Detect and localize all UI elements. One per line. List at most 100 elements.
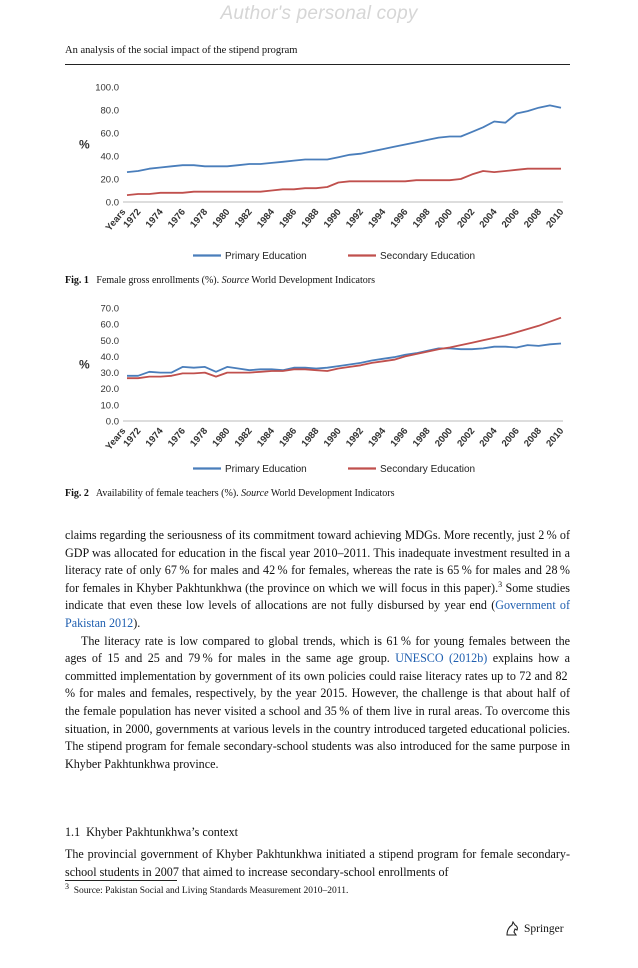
- paragraph-2-text-2: explains how a committed implementation …: [65, 651, 570, 771]
- citation-link[interactable]: Government of Pakistan 2012: [65, 598, 570, 630]
- x-tick-label: 1976: [166, 207, 188, 230]
- x-tick-label: 1994: [366, 425, 388, 449]
- x-tick-label: 1986: [277, 207, 299, 230]
- footnote: 3 Source: Pakistan Social and Living Sta…: [65, 882, 349, 896]
- legend-label: Primary Education: [225, 464, 307, 475]
- y-tick-label: 20.0: [101, 384, 120, 395]
- body-text: claims regarding the seriousness of its …: [65, 527, 570, 773]
- figure-2-label: Fig. 2: [65, 488, 89, 499]
- series-line-1: [126, 104, 562, 173]
- series-line-2: [126, 167, 561, 196]
- x-tick-label: 2006: [500, 207, 522, 230]
- figure-1: 0.0 20.0 40.0 60.0 80.0 100.0% Years 1972 1974 19…: [65, 72, 570, 267]
- x-tick-label: 1982: [233, 426, 255, 449]
- x-tick-label: 1976: [166, 426, 188, 449]
- section-number: 1.1: [65, 825, 81, 839]
- series-line-2: [127, 316, 562, 380]
- header-rule: [65, 64, 570, 65]
- x-tick-label: 1982: [233, 207, 255, 230]
- y-tick-label: 50.0: [101, 336, 120, 347]
- y-tick-label: 20.0: [101, 175, 120, 186]
- x-tick-label: 1974: [144, 206, 166, 230]
- x-tick-label: 2004: [478, 425, 500, 449]
- x-tick-label: 1984: [255, 206, 277, 230]
- footnote-number: 3: [65, 881, 69, 891]
- figure-1-label: Fig. 1: [65, 275, 89, 286]
- x-tick-label: 1980: [210, 207, 232, 230]
- x-tick-label: 1972: [121, 207, 143, 230]
- y-axis-label: %: [79, 138, 90, 152]
- paragraph-1-text: claims regarding the seriousness of its …: [65, 528, 570, 595]
- x-tick-label: 1972: [121, 426, 143, 449]
- figure-2: 0.0 10.0 20.0 30.0 40.0 50.0 60.0 70.0% Years 197…: [65, 295, 570, 480]
- x-tick-label: 1994: [366, 206, 388, 230]
- y-tick-label: 40.0: [101, 352, 120, 363]
- publisher-logo: Springer: [504, 921, 564, 937]
- y-axis-label: %: [79, 358, 90, 372]
- x-tick-label: 1974: [144, 425, 166, 449]
- paragraph-1-text-2: Some studies indicate that even these lo…: [65, 580, 570, 613]
- figure-2-source-label: Source: [241, 488, 269, 499]
- y-tick-label: 60.0: [101, 129, 120, 140]
- paragraph-2: The literacy rate is low compared to glo…: [65, 633, 570, 774]
- y-tick-label: 70.0: [101, 304, 120, 315]
- footnote-ref: 3: [498, 579, 503, 589]
- x-tick-label: 2006: [500, 426, 522, 449]
- running-head: An analysis of the social impact of the …: [65, 45, 298, 56]
- x-tick-label: 1988: [299, 426, 321, 449]
- x-tick-label: 2000: [433, 207, 455, 230]
- y-tick-label: 40.0: [101, 152, 120, 163]
- x-tick-label: 2008: [522, 207, 544, 230]
- section-title: Khyber Pakhtunkhwa’s context: [86, 825, 238, 839]
- x-tick-label: 2002: [455, 426, 477, 449]
- x-tick-label: 1988: [299, 207, 321, 230]
- y-tick-label: 100.0: [95, 83, 119, 94]
- paragraph-3-text: The provincial government of Khyber Pakh…: [65, 847, 570, 879]
- x-tick-label: 1990: [322, 207, 344, 230]
- x-tick-label: 1984: [255, 425, 277, 449]
- x-tick-label: 1990: [322, 426, 344, 449]
- y-tick-label: 80.0: [101, 106, 120, 117]
- legend-label: Primary Education: [225, 251, 307, 262]
- footnote-text: Source: Pakistan Social and Living Stand…: [73, 886, 349, 896]
- paragraph-1: claims regarding the seriousness of its …: [65, 527, 570, 633]
- figure-1-source-text: World Development Indicators: [251, 275, 375, 286]
- paragraph-3: The provincial government of Khyber Pakh…: [65, 846, 570, 881]
- x-tick-label: 1986: [277, 426, 299, 449]
- y-tick-label: 0.0: [106, 198, 119, 209]
- legend-label: Secondary Education: [380, 251, 475, 262]
- x-tick-label: 1996: [388, 207, 410, 230]
- series-line-1: [127, 342, 562, 377]
- figure-2-caption-text: Availability of female teachers (%).: [95, 488, 239, 499]
- x-tick-label: 2010: [544, 426, 566, 449]
- x-tick-label: 2004: [478, 206, 500, 230]
- x-tick-label: 1998: [411, 207, 433, 230]
- y-tick-label: 30.0: [101, 368, 120, 379]
- figure-1-caption: Fig. 1 Female gross enrollments (%). Sou…: [65, 275, 375, 286]
- figure-2-chart: 0.010.020.030.040.050.060.070.0%Years197…: [79, 304, 566, 476]
- figure-1-caption-text: Female gross enrollments (%).: [96, 275, 220, 286]
- figure-1-source-label: Source: [221, 275, 250, 286]
- x-tick-label: 2000: [433, 426, 455, 449]
- x-tick-label: 2002: [455, 207, 477, 230]
- y-tick-label: 0.0: [106, 417, 119, 428]
- publisher-name: Springer: [524, 923, 564, 935]
- springer-horse-icon: [506, 921, 518, 936]
- figure-2-source-text: World Development Indicators: [270, 488, 395, 499]
- y-tick-label: 60.0: [101, 320, 120, 331]
- watermark: Author's personal copy: [220, 3, 418, 24]
- y-tick-label: 10.0: [101, 400, 120, 411]
- x-tick-label: 1978: [188, 426, 210, 449]
- paragraph-2-text: The literacy rate is low compared to glo…: [65, 633, 570, 666]
- x-tick-label: 1998: [411, 426, 433, 449]
- figure-2-caption: Fig. 2 Availability of female teachers (…: [65, 488, 395, 499]
- footnote-rule: [65, 880, 177, 881]
- legend-label: Secondary Education: [380, 464, 475, 475]
- section-heading: 1.1 Khyber Pakhtunkhwa’s context: [65, 825, 238, 840]
- citation-link[interactable]: UNESCO (2012b): [395, 651, 488, 666]
- x-tick-label: 2010: [544, 207, 566, 230]
- x-tick-label: 1996: [388, 426, 410, 449]
- x-tick-label: 1978: [188, 207, 210, 230]
- paragraph-1-text-3: ).: [133, 615, 141, 630]
- x-tick-label: 1992: [344, 207, 366, 230]
